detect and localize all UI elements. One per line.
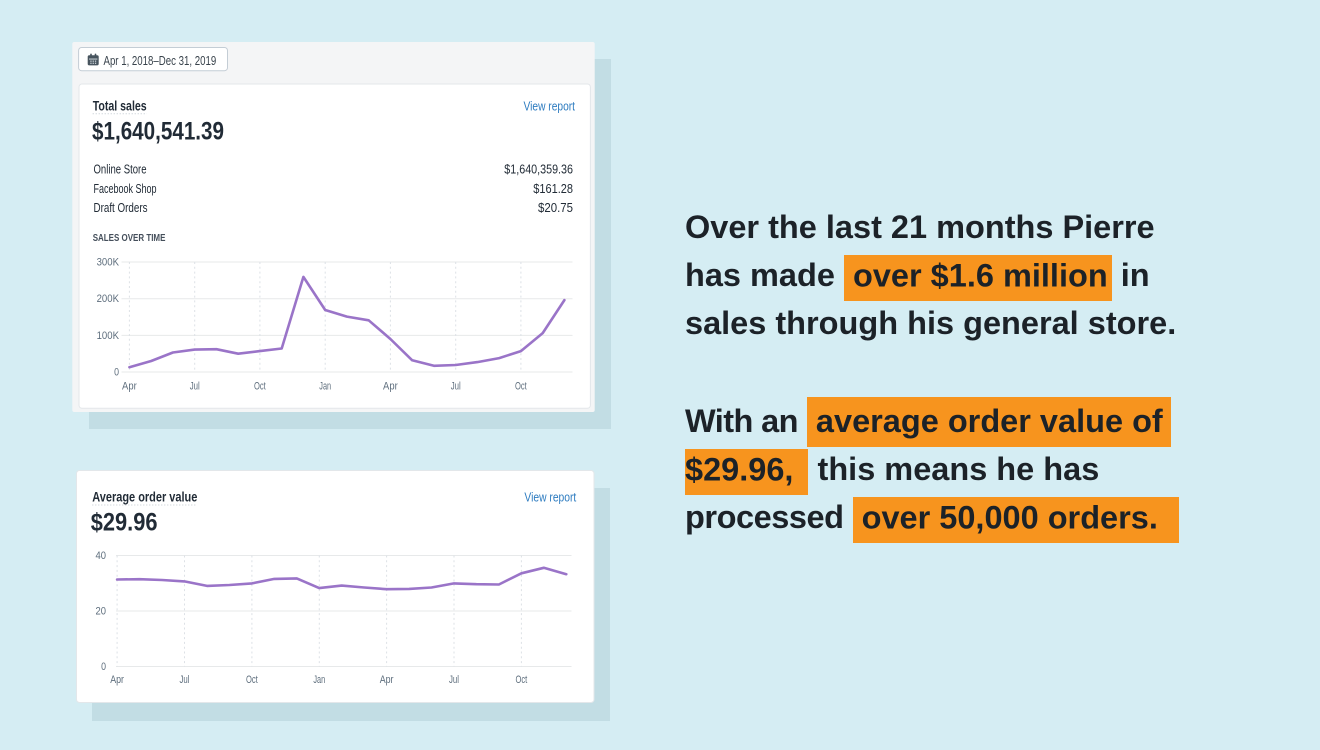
svg-text:Oct: Oct <box>516 674 528 686</box>
svg-text:Jul: Jul <box>451 381 461 393</box>
svg-text:View report: View report <box>524 100 576 114</box>
svg-text:200K: 200K <box>97 293 120 305</box>
svg-text:Online Store: Online Store <box>94 162 147 176</box>
svg-text:300K: 300K <box>97 257 120 269</box>
svg-text:Facebook Shop: Facebook Shop <box>94 182 157 196</box>
svg-text:Apr: Apr <box>122 381 137 393</box>
svg-text:View report: View report <box>524 491 576 505</box>
svg-text:$29.96: $29.96 <box>91 509 158 537</box>
svg-text:Jul: Jul <box>190 381 200 393</box>
svg-text:Apr 1, 2018–Dec 31, 2019: Apr 1, 2018–Dec 31, 2019 <box>104 53 217 68</box>
svg-text:Draft Orders: Draft Orders <box>94 201 148 215</box>
svg-text:20: 20 <box>96 605 107 617</box>
svg-text:Apr: Apr <box>383 381 398 393</box>
svg-text:$1,640,359.36: $1,640,359.36 <box>504 162 573 176</box>
svg-text:Apr: Apr <box>380 674 394 686</box>
svg-text:0: 0 <box>101 661 106 673</box>
svg-text:Total sales: Total sales <box>93 99 147 114</box>
svg-text:Jul: Jul <box>449 674 459 686</box>
svg-text:$20.75: $20.75 <box>538 201 573 215</box>
svg-text:Oct: Oct <box>254 381 266 393</box>
svg-text:0: 0 <box>114 367 119 379</box>
svg-text:100K: 100K <box>97 330 120 342</box>
svg-text:Jul: Jul <box>180 674 190 686</box>
svg-text:Jan: Jan <box>313 674 325 686</box>
svg-text:Oct: Oct <box>515 381 527 393</box>
svg-text:Oct: Oct <box>246 674 258 686</box>
svg-text:SALES OVER TIME: SALES OVER TIME <box>93 232 166 244</box>
svg-text:Apr: Apr <box>110 674 124 686</box>
svg-text:Jan: Jan <box>319 381 331 393</box>
svg-text:40: 40 <box>96 550 107 562</box>
svg-text:Average order value: Average order value <box>92 490 197 505</box>
svg-text:$161.28: $161.28 <box>533 182 573 196</box>
svg-text:$1,640,541.39: $1,640,541.39 <box>92 117 224 145</box>
